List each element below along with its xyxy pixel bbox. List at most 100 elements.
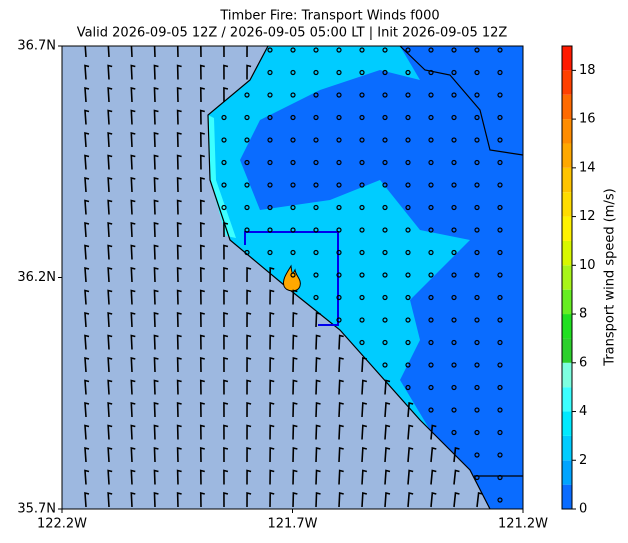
barb <box>153 154 159 170</box>
barb <box>338 356 344 373</box>
barb <box>338 424 344 440</box>
barb <box>107 244 113 260</box>
barb <box>246 379 252 395</box>
barb <box>153 176 159 193</box>
barb <box>176 334 182 350</box>
barb <box>84 199 90 215</box>
barb <box>130 244 136 260</box>
calm-marker <box>497 47 503 53</box>
colorbar-tick-label: 14 <box>579 160 596 175</box>
calm-marker <box>267 114 273 121</box>
calm-marker <box>267 137 273 143</box>
barb <box>269 491 275 508</box>
barb <box>223 46 225 58</box>
barb <box>338 334 344 350</box>
barb <box>199 289 205 305</box>
barb <box>199 199 205 215</box>
calm-marker <box>382 92 388 98</box>
calm-marker <box>359 339 365 346</box>
calm-marker <box>451 159 457 166</box>
barb <box>384 469 391 485</box>
barb <box>130 131 136 148</box>
barb <box>223 446 229 463</box>
calm-marker <box>244 92 250 98</box>
barb <box>338 469 344 485</box>
barb <box>292 356 298 373</box>
calm-marker <box>405 339 411 346</box>
colorbar-tick-label: 12 <box>579 209 596 224</box>
barb <box>84 469 90 485</box>
barb <box>84 86 90 103</box>
barb <box>130 154 136 170</box>
calm-marker <box>313 204 319 211</box>
colorbar-tick-label: 4 <box>579 404 587 419</box>
calm-marker <box>221 114 227 121</box>
calm-marker <box>359 249 365 256</box>
calm-marker <box>474 474 480 481</box>
barb <box>384 491 391 508</box>
calm-marker <box>267 92 273 98</box>
barb <box>153 491 159 508</box>
barb <box>430 424 437 440</box>
barb <box>430 446 437 463</box>
calm-marker <box>290 227 296 233</box>
colorbar-tick-label: 8 <box>579 307 587 322</box>
barb <box>199 64 205 80</box>
barb <box>246 334 252 350</box>
barb <box>338 491 344 508</box>
barb <box>130 64 136 80</box>
barb <box>130 469 136 485</box>
barb <box>223 424 229 440</box>
barb <box>246 401 252 418</box>
barb <box>107 86 113 103</box>
colorbar-band <box>562 240 572 266</box>
barb <box>315 424 321 440</box>
calm-marker <box>336 47 342 53</box>
barb <box>315 491 321 508</box>
barb <box>84 334 90 350</box>
barb <box>338 446 344 463</box>
calm-marker <box>474 69 480 76</box>
calm-marker <box>474 47 480 53</box>
barb <box>292 289 298 305</box>
colorbar-band <box>562 435 572 461</box>
barb <box>223 266 229 283</box>
barb <box>246 266 252 283</box>
calm-marker <box>474 294 480 301</box>
barb <box>292 424 298 440</box>
barb <box>223 469 229 485</box>
calm-marker <box>267 159 273 166</box>
barb <box>130 424 136 440</box>
colorbar-band <box>562 143 572 168</box>
barb <box>176 154 182 170</box>
calm-marker <box>359 272 365 278</box>
colorbar-frame <box>561 45 573 510</box>
barb <box>176 311 182 328</box>
calm-marker <box>405 182 411 188</box>
barb <box>223 244 229 260</box>
barb <box>430 469 437 485</box>
barb <box>246 469 252 485</box>
barb <box>407 446 414 463</box>
calm-marker <box>313 272 319 278</box>
barb <box>292 491 298 508</box>
barb <box>199 131 205 148</box>
colorbar-band <box>562 460 572 485</box>
colorbar-band <box>562 192 572 217</box>
barb <box>223 64 229 80</box>
barb <box>292 311 298 328</box>
barb <box>246 356 252 373</box>
barb <box>199 424 205 440</box>
barb <box>176 46 179 58</box>
calm-marker <box>382 249 388 256</box>
barb <box>107 469 113 485</box>
barb <box>361 401 368 418</box>
barb <box>199 154 205 170</box>
barb <box>153 109 159 125</box>
barb <box>315 356 321 373</box>
barb <box>292 469 298 485</box>
y-tick-label: 36.2N <box>17 270 56 285</box>
calm-marker <box>497 114 503 121</box>
calm-marker <box>359 159 365 166</box>
calm-marker <box>359 317 365 323</box>
